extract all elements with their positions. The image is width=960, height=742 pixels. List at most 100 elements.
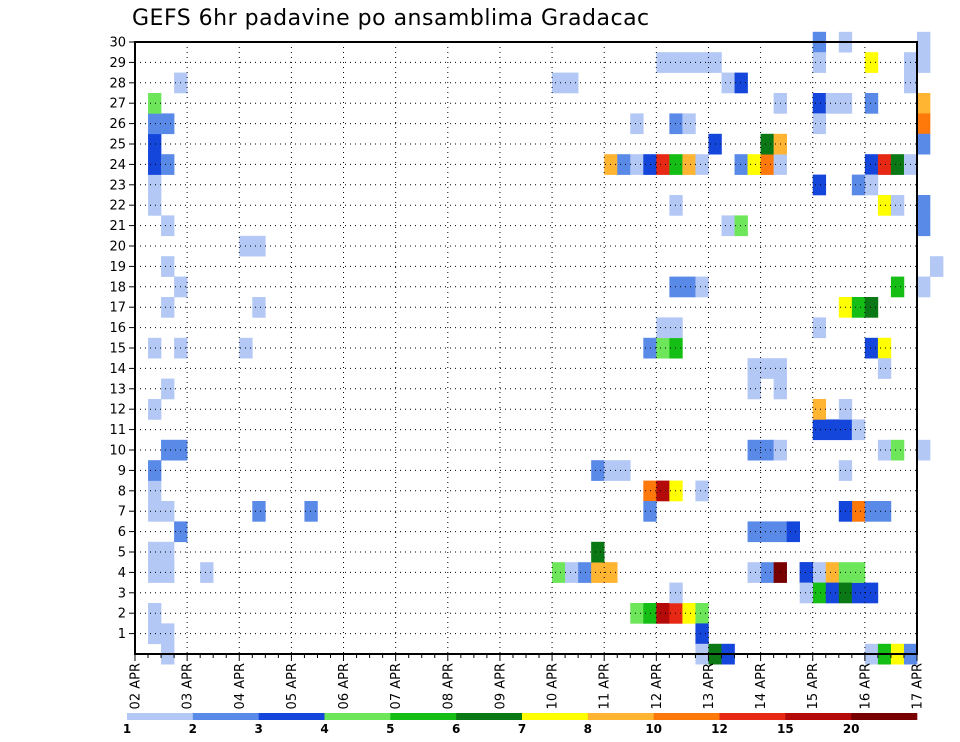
heat-cell-142 — [890, 154, 905, 175]
colorbar-swatch-10 — [785, 713, 852, 720]
heat-cell-148 — [851, 174, 866, 196]
heat-cell-94 — [721, 215, 735, 237]
heat-cell-146 — [917, 195, 931, 216]
heat-cell-96 — [734, 154, 748, 175]
grid-layer — [135, 42, 917, 654]
heat-cell-145 — [890, 195, 905, 216]
chart-title: GEFS 6hr padavine po ansamblima Gradacac — [132, 6, 650, 31]
heat-cell-0 — [148, 623, 162, 645]
heat-cell-137 — [877, 358, 892, 379]
heat-cell-7 — [161, 501, 175, 522]
heat-cell-181 — [799, 582, 814, 604]
heat-cell-20 — [148, 195, 162, 216]
heat-cell-1 — [148, 603, 162, 624]
heat-cell-43 — [578, 562, 592, 583]
heat-cell-38 — [304, 501, 318, 522]
cells-layer — [148, 31, 944, 665]
heat-cell-183 — [851, 582, 866, 604]
y-tick-label-4: 4 — [118, 566, 126, 581]
heat-cell-135 — [864, 337, 879, 359]
heat-cell-69 — [695, 480, 709, 502]
heat-cell-98 — [760, 154, 774, 175]
x-tick-label-4: 06 APR — [337, 663, 352, 709]
heat-cell-83 — [682, 276, 696, 298]
heat-cell-73 — [656, 603, 670, 624]
y-tick-label-13: 13 — [109, 382, 126, 397]
colorbar-swatch-4 — [390, 713, 457, 720]
heat-cell-111 — [760, 562, 774, 583]
heat-cell-54 — [656, 154, 670, 175]
heat-cell-87 — [669, 52, 683, 73]
heat-cell-24 — [148, 133, 162, 155]
heat-cell-78 — [695, 623, 709, 645]
heat-cell-164 — [917, 93, 931, 114]
heat-cell-42 — [565, 562, 579, 583]
heat-cell-97 — [747, 154, 761, 175]
heat-cell-88 — [682, 52, 696, 73]
heat-cell-72 — [643, 603, 657, 624]
heat-cell-93 — [734, 72, 748, 94]
heat-cell-184 — [851, 562, 866, 583]
heat-cell-131 — [851, 501, 866, 522]
heat-cell-37 — [252, 235, 266, 257]
heat-cell-47 — [591, 460, 605, 481]
heat-cell-139 — [890, 439, 905, 461]
y-tick-label-24: 24 — [109, 158, 126, 173]
heat-cell-40 — [565, 72, 579, 94]
heat-cell-59 — [669, 113, 683, 135]
heat-cell-27 — [148, 93, 162, 114]
heat-cell-51 — [617, 154, 631, 175]
heat-cell-165 — [917, 113, 931, 135]
heat-cell-53 — [643, 154, 657, 175]
heat-cell-26 — [161, 113, 175, 135]
heat-cell-144 — [877, 195, 892, 216]
heat-cell-67 — [656, 480, 670, 502]
colorbar-label-2: 2 — [189, 722, 197, 736]
heat-cell-71 — [630, 603, 644, 624]
colorbar-swatch-0 — [127, 713, 194, 720]
y-tick-label-18: 18 — [109, 280, 126, 295]
x-tick-label-2: 04 APR — [233, 663, 248, 709]
heat-cell-34 — [252, 297, 266, 318]
heat-cell-160 — [864, 52, 879, 73]
heat-cell-108 — [760, 521, 774, 543]
x-tick-label-0: 02 APR — [129, 663, 144, 709]
heat-cell-63 — [669, 337, 683, 359]
heat-cell-19 — [161, 215, 175, 237]
x-tick-label-13: 15 APR — [806, 663, 821, 709]
heat-cell-103 — [760, 358, 774, 379]
colorbar-swatch-7 — [587, 713, 654, 720]
x-tick-label-9: 11 APR — [598, 663, 613, 709]
colorbar-label-8: 8 — [584, 722, 592, 736]
heat-cell-118 — [825, 582, 840, 604]
heat-cell-122 — [825, 419, 840, 441]
x-tick-label-7: 09 APR — [493, 663, 508, 709]
heat-cell-86 — [656, 52, 670, 73]
colorbar-swatch-6 — [522, 713, 589, 720]
heat-cell-153 — [864, 93, 879, 114]
y-tick-label-7: 7 — [118, 505, 126, 520]
heat-cell-100 — [760, 133, 774, 155]
heat-cell-159 — [812, 52, 827, 73]
x-tick-label-1: 03 APR — [181, 663, 196, 709]
heat-cell-62 — [656, 337, 670, 359]
heat-cell-22 — [148, 154, 162, 175]
heat-cell-57 — [695, 154, 709, 175]
y-tick-label-20: 20 — [109, 240, 126, 255]
heat-cell-106 — [760, 439, 774, 461]
heat-cell-172 — [930, 256, 944, 277]
x-tick-label-10: 12 APR — [650, 663, 665, 709]
colorbar-label-3: 3 — [254, 722, 262, 736]
heat-cell-9 — [148, 460, 162, 481]
heat-cell-55 — [669, 154, 683, 175]
colorbar-swatch-2 — [258, 713, 325, 720]
heat-cell-150 — [812, 93, 827, 114]
x-tick-label-14: 16 APR — [858, 663, 873, 709]
heat-cell-182 — [851, 419, 866, 441]
heat-cell-156 — [917, 276, 931, 298]
heat-cell-2 — [148, 562, 162, 583]
heat-cell-95 — [734, 215, 748, 237]
heat-cell-174 — [917, 31, 931, 53]
y-tick-label-8: 8 — [118, 484, 126, 499]
heat-cell-41 — [552, 562, 566, 583]
